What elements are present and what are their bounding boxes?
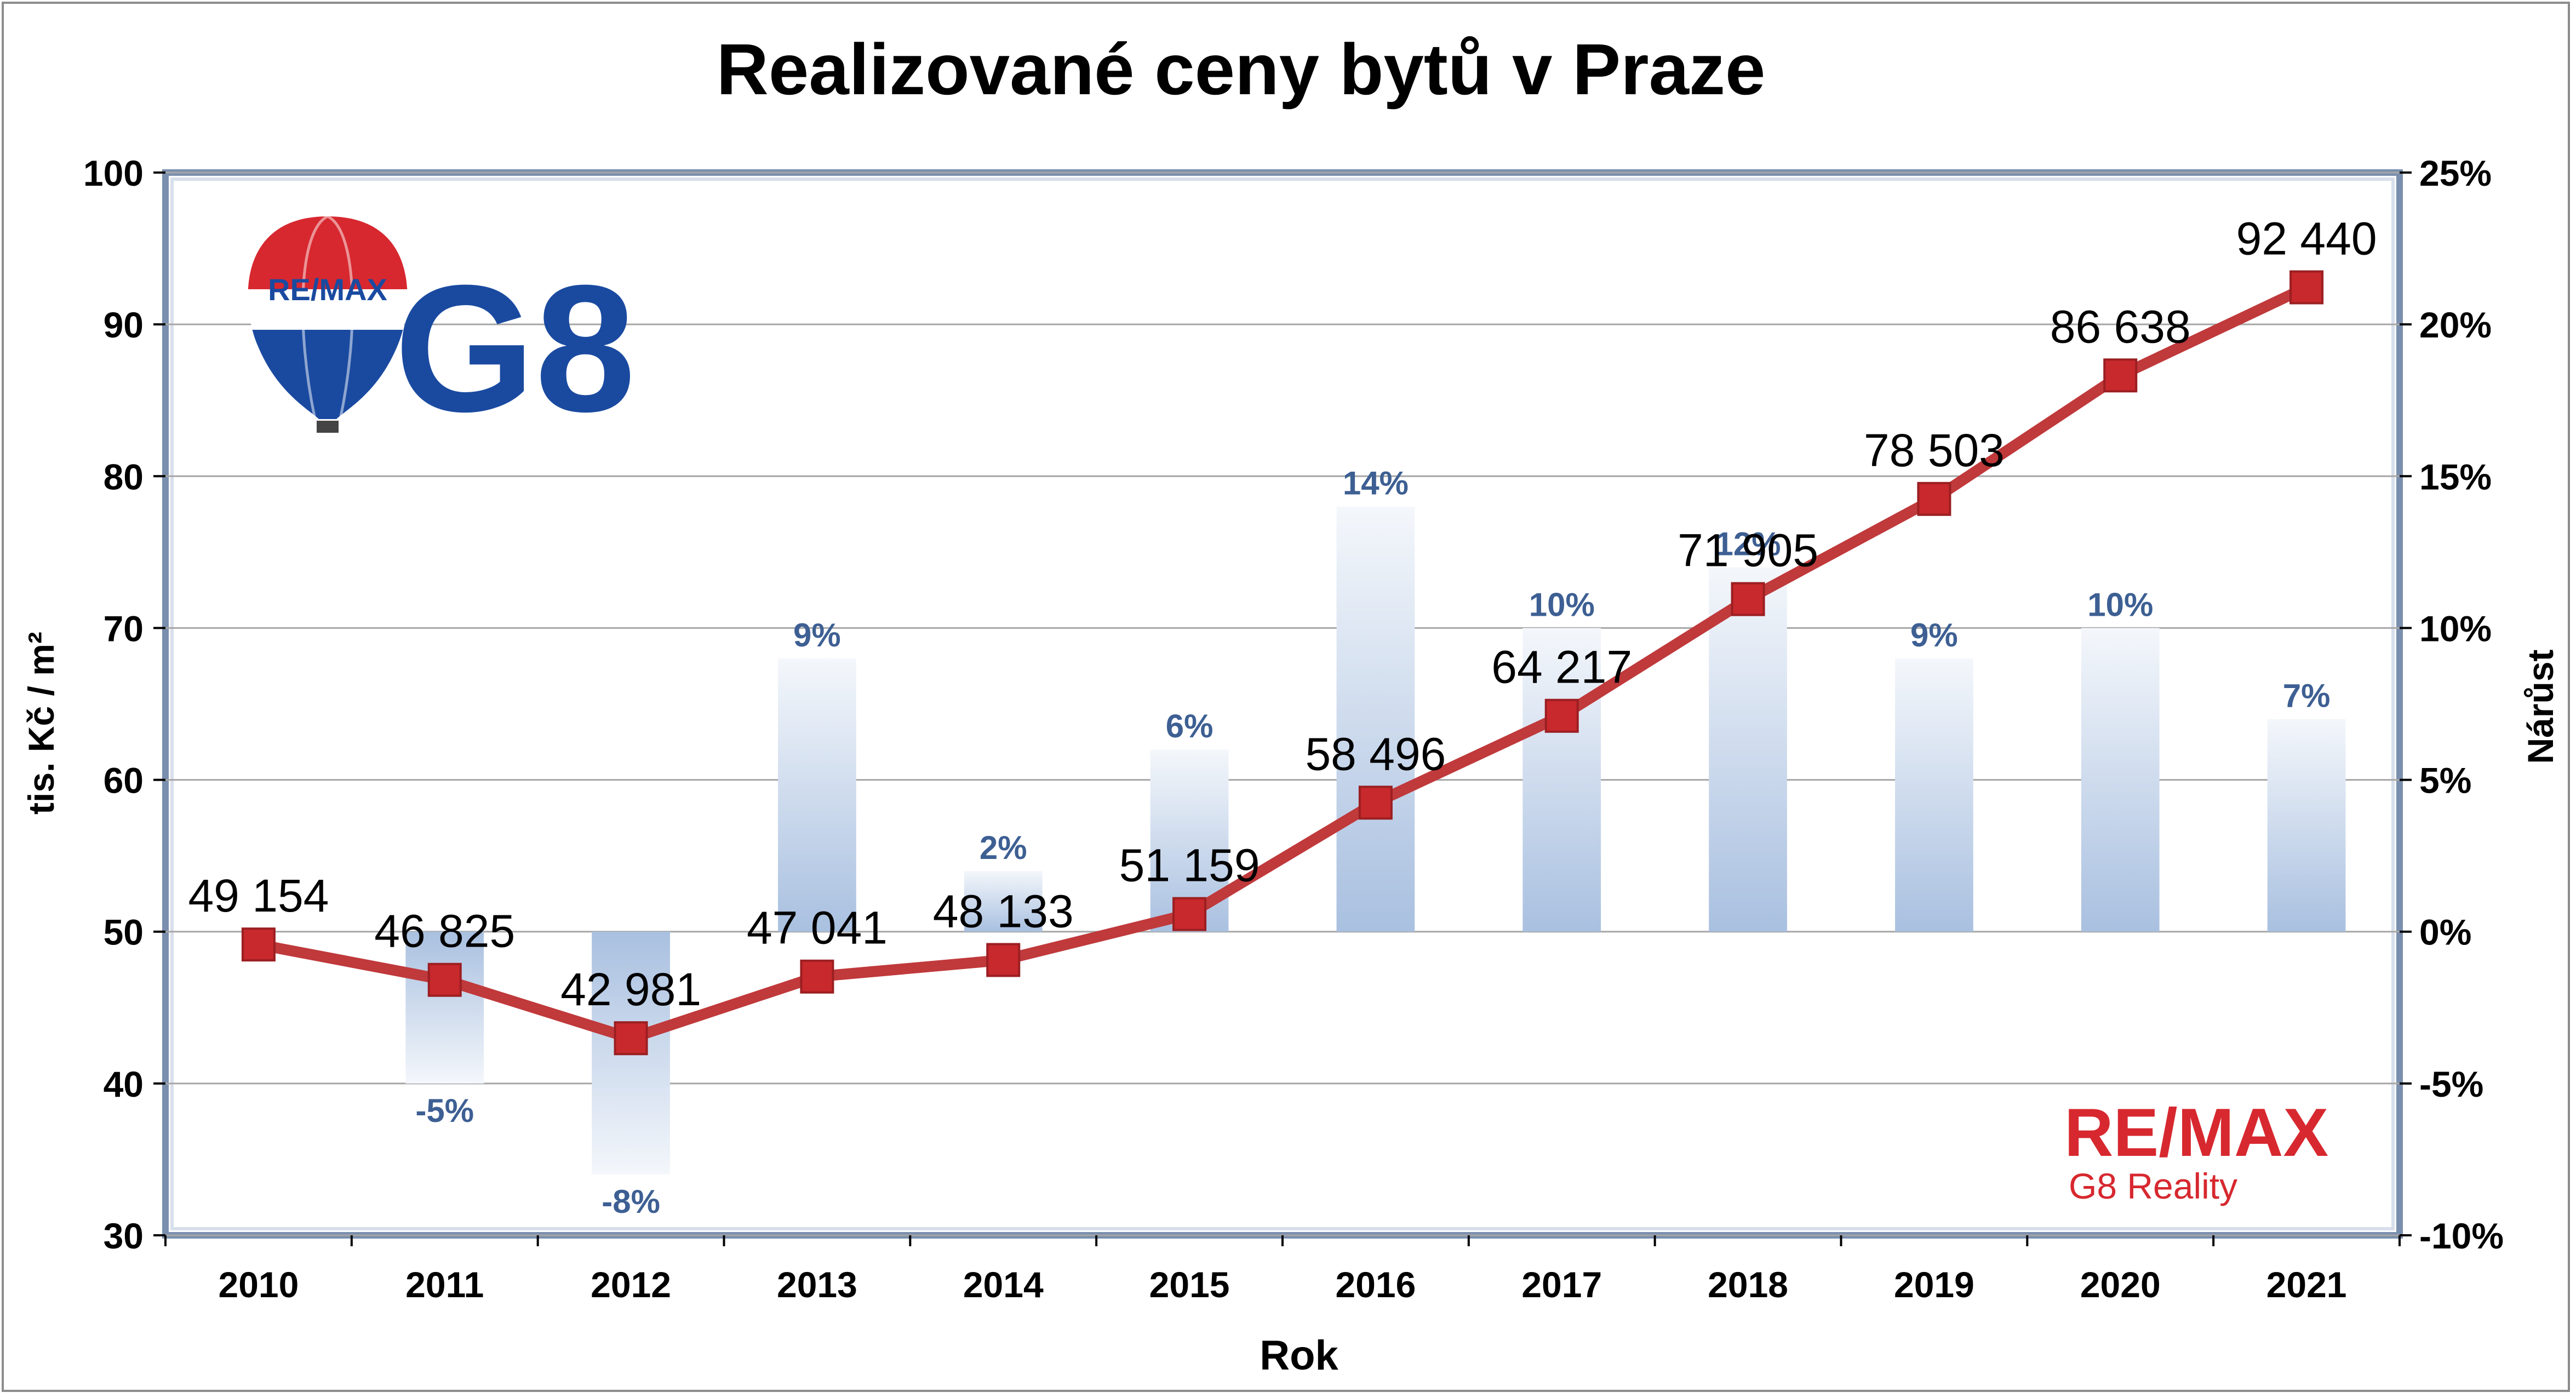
growth-bar xyxy=(405,931,484,1084)
growth-bar xyxy=(1709,567,1787,932)
y2-tick-label: -5% xyxy=(2419,1064,2483,1104)
growth-bars xyxy=(405,506,2346,1175)
price-label: 58 496 xyxy=(1305,728,1446,780)
price-label: 86 638 xyxy=(2050,301,2191,352)
price-label: 49 154 xyxy=(188,870,329,921)
price-label: 42 981 xyxy=(560,964,701,1015)
x-axis-title: Rok xyxy=(1260,1332,1338,1379)
price-label: 78 503 xyxy=(1864,425,2005,476)
price-marker xyxy=(1544,698,1579,733)
growth-bar xyxy=(2081,628,2160,932)
growth-bar xyxy=(964,870,1043,932)
price-label: 51 159 xyxy=(1119,840,1260,891)
growth-label: 2% xyxy=(980,829,1027,866)
price-marker xyxy=(614,1021,648,1056)
x-tick-label: 2013 xyxy=(777,1264,857,1305)
x-tick-label: 2010 xyxy=(219,1264,299,1305)
y-tick-label: 70 xyxy=(104,608,144,649)
y2-tick-label: 20% xyxy=(2419,305,2492,345)
y2-tick-label: -10% xyxy=(2419,1216,2504,1256)
x-tick-label: 2017 xyxy=(1521,1264,1602,1305)
x-tick-label: 2014 xyxy=(963,1264,1044,1305)
remax-wordmark: RE/MAX xyxy=(2064,1095,2328,1171)
price-line-path xyxy=(257,282,2309,1044)
growth-label: 7% xyxy=(2283,678,2331,714)
data-labels: -5% -8% 9% 2% 6% 14% 10% 12% 9% 10% 7% 49 154 46 825… xyxy=(188,213,2377,1221)
x-tick-label: 2011 xyxy=(405,1264,484,1305)
y-tick-label: 50 xyxy=(104,912,144,953)
price-marker xyxy=(986,943,1021,977)
y2-tick-label: 15% xyxy=(2419,456,2492,497)
growth-bar xyxy=(778,658,856,932)
y-tick-label: 60 xyxy=(104,760,144,801)
price-label: 48 133 xyxy=(933,885,1074,937)
growth-bar xyxy=(1895,658,1973,932)
x-tick-label: 2021 xyxy=(2266,1264,2347,1305)
growth-label: 14% xyxy=(1343,465,1409,502)
g8-logo: G8 xyxy=(394,247,636,449)
price-marker xyxy=(2289,270,2324,305)
price-marker xyxy=(1172,897,1207,931)
y2-tick-label: 0% xyxy=(2419,912,2471,953)
price-label: 92 440 xyxy=(2236,213,2377,265)
growth-label: 10% xyxy=(2087,586,2153,623)
price-label: 46 825 xyxy=(374,906,515,957)
y-axis-title: tis. Kč / m² xyxy=(21,632,61,815)
g8-reality-text: G8 Reality xyxy=(2069,1166,2237,1206)
y-tick-label: 90 xyxy=(104,305,144,345)
gridlines xyxy=(165,171,2400,1236)
y2-axis-title: Nárůst xyxy=(2520,649,2561,764)
price-marker xyxy=(2103,358,2138,393)
x-tick-label: 2015 xyxy=(1149,1264,1230,1305)
chart-title: Realizované ceny bytů v Praze xyxy=(717,29,1766,110)
price-marker xyxy=(241,927,276,962)
y2-tick-label: 10% xyxy=(2419,608,2492,649)
growth-label: 9% xyxy=(1910,617,1958,654)
growth-label: 6% xyxy=(1166,708,1213,744)
price-marker xyxy=(800,959,834,994)
x-tick-label: 2018 xyxy=(1708,1264,1788,1305)
growth-bar xyxy=(2267,719,2346,932)
growth-label: -5% xyxy=(415,1092,474,1129)
axes: 30 40 50 60 70 80 90 100 -10% -5% 0% 5% 10% 15% 20% 25%… xyxy=(83,153,2504,1305)
price-line xyxy=(241,270,2324,1056)
x-tick-label: 2012 xyxy=(591,1264,671,1305)
growth-label: 9% xyxy=(793,617,841,654)
growth-bar xyxy=(1336,506,1415,932)
y-tick-label: 40 xyxy=(104,1064,144,1104)
price-marker xyxy=(1358,786,1393,820)
y2-tick-label: 5% xyxy=(2419,760,2471,801)
x-tick-label: 2016 xyxy=(1336,1264,1416,1305)
y2-tick-label: 25% xyxy=(2419,153,2492,193)
y-tick-label: 30 xyxy=(104,1216,144,1256)
x-tick-label: 2019 xyxy=(1894,1264,1974,1305)
price-label: 47 041 xyxy=(747,902,888,954)
growth-label: -8% xyxy=(602,1183,660,1220)
price-marker xyxy=(1731,582,1765,616)
price-marker xyxy=(427,962,462,997)
price-label: 71 905 xyxy=(1678,525,1818,576)
y-tick-label: 100 xyxy=(83,153,144,193)
price-label: 64 217 xyxy=(1491,641,1632,693)
growth-label: 10% xyxy=(1529,586,1595,623)
growth-bar xyxy=(1522,628,1601,932)
x-tick-label: 2020 xyxy=(2080,1264,2161,1305)
price-marker xyxy=(1917,482,1951,516)
y-tick-label: 80 xyxy=(104,456,144,497)
remax-balloon-logo: RE/MAX xyxy=(248,215,408,433)
balloon-brand-text: RE/MAX xyxy=(268,272,387,307)
growth-label: 12% xyxy=(1715,526,1781,563)
